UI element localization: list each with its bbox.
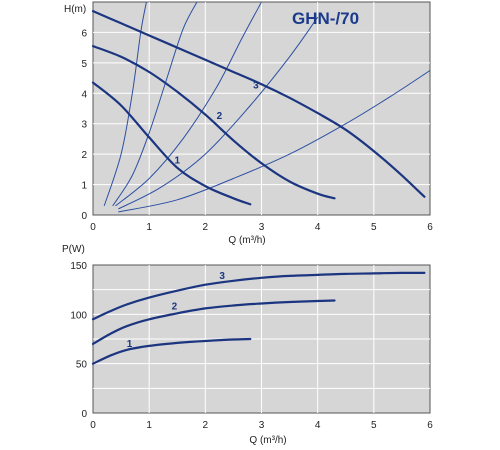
x-tick-label: 6 [427, 222, 433, 233]
x-tick-label: 0 [90, 420, 96, 431]
power-chart: 1 2 3 0 1 2 3 4 5 6 0 50 100 150 P(W) Q (m³/h) [62, 244, 433, 446]
system-curve-2 [112, 2, 198, 207]
series-line-3 [91, 271, 426, 321]
chart-title: GHN-/70 [292, 9, 359, 28]
y-tick-label: 0 [81, 211, 87, 222]
head-grid [93, 2, 430, 215]
x-tick-label: 4 [315, 222, 321, 233]
y-tick-label: 3 [81, 120, 87, 131]
series-line-2 [91, 45, 336, 200]
x-tick-label: 3 [259, 222, 265, 233]
y-tick-label: 50 [76, 360, 88, 371]
x-tick-label: 3 [259, 420, 265, 431]
x-tick-label: 0 [90, 222, 96, 233]
system-curve-1 [103, 2, 147, 207]
head-chart: 1 2 3 0 1 2 3 4 5 6 0 1 2 3 4 5 6 GHN-/70 H(m) Q (m³/h) [64, 1, 433, 246]
head-tick-labels: 0 1 2 3 4 5 6 0 1 2 3 4 5 6 [81, 28, 433, 233]
x-tick-label: 5 [371, 420, 377, 431]
head-y-axis-label: H(m) [64, 4, 86, 15]
x-tick-label: 2 [203, 222, 209, 233]
y-tick-label: 5 [81, 59, 87, 70]
system-curve-3 [115, 2, 262, 207]
y-tick-label: 150 [70, 261, 87, 272]
y-tick-label: 100 [70, 310, 87, 321]
series-label-2: 2 [217, 111, 223, 122]
series-label-3: 3 [253, 81, 259, 92]
power-curves: 1 2 3 [91, 271, 426, 365]
power-x-axis-label: Q (m³/h) [249, 435, 286, 446]
series-line-2 [91, 299, 336, 345]
power-y-axis-label: P(W) [62, 244, 85, 255]
x-tick-label: 1 [146, 420, 152, 431]
x-tick-label: 6 [427, 420, 433, 431]
system-curve-4 [118, 16, 319, 210]
series-line-3 [91, 10, 426, 198]
head-system-curves [103, 2, 430, 213]
x-tick-label: 1 [146, 222, 152, 233]
series-line-1 [91, 337, 252, 365]
x-tick-label: 5 [371, 222, 377, 233]
y-tick-label: 1 [81, 181, 87, 192]
series-label-1: 1 [174, 155, 180, 166]
y-tick-label: 6 [81, 28, 87, 39]
series-label-1: 1 [127, 339, 133, 350]
head-pump-curves: 1 2 3 [91, 10, 426, 206]
power-tick-labels: 0 1 2 3 4 5 6 0 50 100 150 [70, 261, 433, 431]
series-label-3: 3 [219, 271, 225, 282]
y-tick-label: 0 [81, 409, 87, 420]
series-line-1 [91, 81, 252, 206]
head-x-axis-label: Q (m³/h) [228, 235, 265, 246]
x-tick-label: 2 [203, 420, 209, 431]
series-label-2: 2 [172, 301, 178, 312]
y-tick-label: 4 [81, 89, 87, 100]
system-curve-5 [118, 70, 430, 213]
x-tick-label: 4 [315, 420, 321, 431]
y-tick-label: 2 [81, 150, 87, 161]
power-grid [93, 265, 430, 413]
